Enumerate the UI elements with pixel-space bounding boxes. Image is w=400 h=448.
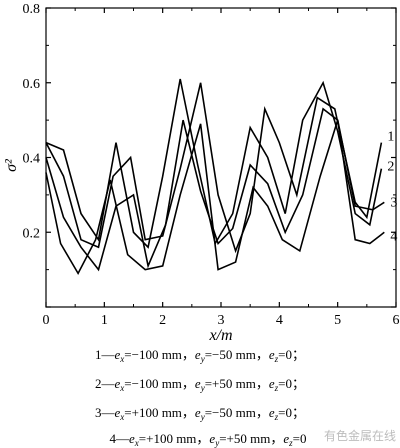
legend-var-sub: y [200,412,205,422]
series-label-1: 1 [387,130,394,145]
legend-number: 1 [95,347,102,362]
legend-entry-4: 4—ex=+100 mm，ey=+50 mm，ez=0 [0,428,400,448]
x-tick-label: 6 [393,313,400,328]
legend-dash: — [101,376,115,391]
legend-var-sub: x [120,412,125,422]
y-tick-label: 0.2 [23,226,41,241]
legend-entry-3: 3—ex=+100 mm，ey=−50 mm，ez=0； [0,402,400,422]
legend-value: =0； [278,376,305,391]
legend-value: =0 [292,431,307,446]
legend-value: =−100 mm， [124,376,195,391]
series-group [45,78,385,276]
y-tick-label: 0.8 [23,2,41,17]
legend-var: e [283,431,290,446]
legend-var-sub: y [200,354,205,364]
labels-group: 0 1 2 3 4 5 6 0.2 0.4 0.6 0.8 x/m σ² 1 2 3 4 [3,2,400,340]
x-tick-label: 4 [276,313,283,328]
legend-var-sub: z [289,438,293,448]
x-tick-label: 2 [159,313,166,328]
y-tick-label: 0.4 [23,152,41,167]
legend-number: 4 [109,431,117,446]
legend-dash: — [101,405,115,420]
legend-var: e [268,347,275,362]
watermark: 有色金属在线 [323,429,396,443]
legend-entry-1: 1—ex=−100 mm，ey=−50 mm，ez=0； [0,344,400,364]
legend-var: e [194,347,201,362]
x-axis-label: x/m [208,327,232,340]
axes-group [45,7,397,308]
legend-value: =+50 mm， [219,431,284,446]
legend-var-sub: z [274,383,279,393]
series-line-3 [45,107,385,272]
legend-var: e [194,405,201,420]
legend-value: =−50 mm， [204,347,269,362]
legend-value: =−100 mm， [124,347,195,362]
legend-var: e [114,347,121,362]
legend-value: =0； [278,347,305,362]
legend-var-sub: x [120,354,125,364]
legend-var-sub: z [274,412,279,422]
x-tick-label: 3 [218,313,225,328]
series-label-4: 4 [390,229,397,244]
x-tick-label: 5 [334,313,341,328]
legend-var: e [114,405,121,420]
line-chart: 0 1 2 3 4 5 6 0.2 0.4 0.6 0.8 x/m σ² 1 2 3 4 [3,2,400,340]
legend-var-sub: y [200,383,205,393]
series-line-4 [45,119,385,276]
legend-value: =+100 mm， [138,431,210,446]
legend-var: e [268,376,275,391]
y-tick-label: 0.6 [23,77,41,92]
series-line-1 [45,82,383,254]
series-label-3: 3 [390,195,397,210]
legend-var: e [114,376,121,391]
legend-value: =+50 mm， [204,376,269,391]
legend-var: e [209,431,216,446]
legend-dash: — [101,347,115,362]
y-axis-label: σ² [3,158,20,172]
legend-var-sub: x [120,383,125,393]
legend-number: 3 [95,405,102,420]
x-tick-label: 1 [101,313,108,328]
legend-number: 2 [95,376,102,391]
legend-var-sub: z [274,354,279,364]
legend-var: e [268,405,275,420]
legend-var-sub: x [134,438,139,448]
legend-var: e [194,376,201,391]
legend-value: =0； [278,405,305,420]
legend-var: e [129,431,135,446]
legend-dash: — [116,431,129,446]
legend-value: =+100 mm， [124,405,195,420]
legend-var-sub: y [215,438,220,448]
x-tick-label: 0 [43,313,50,328]
legend-value: =−50 mm， [204,405,269,420]
legend-entry-2: 2—ex=−100 mm，ey=+50 mm，ez=0； [0,373,400,393]
series-label-2: 2 [387,160,394,175]
